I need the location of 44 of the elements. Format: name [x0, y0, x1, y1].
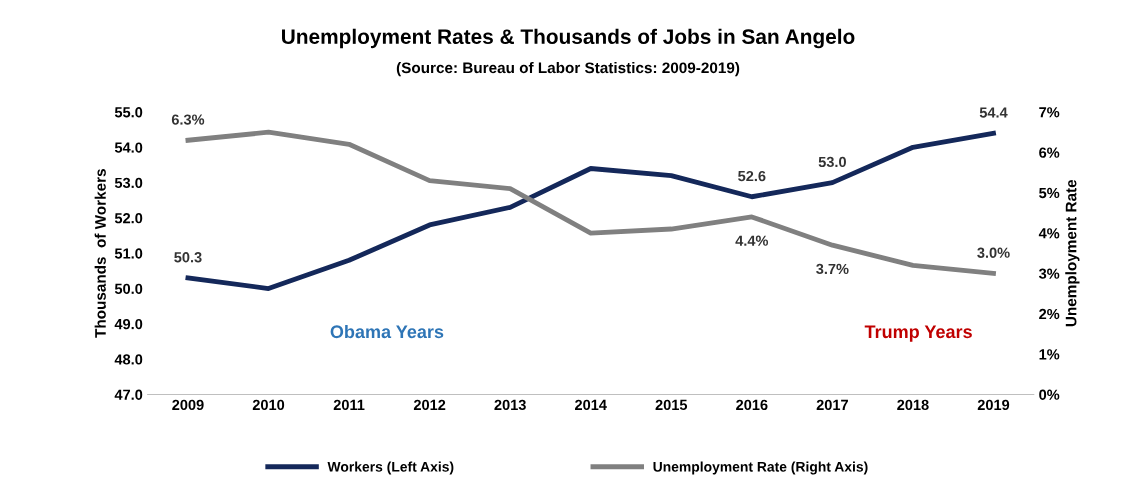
y-axis-title: Thousands of Workers — [94, 169, 106, 338]
data-label: 4.4% — [735, 235, 769, 246]
data-label: 6.3% — [171, 114, 205, 125]
chart-title: Unemployment Rates & Thousands of Jobs in San Angelo — [282, 28, 855, 49]
x-tick-label: 2013 — [494, 399, 526, 411]
y2-tick-label: 1% — [1039, 349, 1060, 360]
y2-tick-label: 7% — [1039, 107, 1060, 118]
x-tick-label: 2010 — [252, 399, 285, 411]
x-tick-label: 2017 — [816, 399, 848, 411]
y2-tick-label: 0% — [1039, 389, 1060, 400]
annotation: Obama Years — [330, 324, 444, 339]
x-tick-label: 2015 — [655, 399, 688, 411]
x-tick-label: 2011 — [333, 399, 365, 411]
y2-tick-label: 6% — [1039, 147, 1060, 158]
y-tick-label: 50.0 — [114, 283, 143, 294]
y-tick-label: 54.0 — [114, 142, 143, 153]
y-tick-label: 52.0 — [114, 213, 143, 224]
y2-tick-label: 4% — [1038, 228, 1060, 239]
y-tick-label: 47.0 — [114, 389, 143, 400]
x-tick-label: 2018 — [897, 399, 929, 411]
x-tick-label: 2016 — [736, 399, 768, 411]
y2-tick-label: 5% — [1039, 187, 1060, 199]
data-label: 53.0 — [818, 156, 846, 168]
data-label: 52.6 — [738, 170, 766, 182]
x-tick-label: 2012 — [413, 399, 446, 411]
y-tick-label: 55.0 — [114, 107, 143, 118]
data-label: 54.4 — [979, 107, 1008, 118]
x-tick-label: 2019 — [977, 399, 1010, 411]
x-tick-label: 2009 — [172, 399, 204, 411]
y-tick-label: 51.0 — [114, 248, 143, 259]
y-tick-label: 53.0 — [114, 177, 143, 189]
data-label: 3.0% — [977, 247, 1010, 258]
legend-label: Unemployment Rate (Right Axis) — [653, 461, 868, 475]
x-tick-label: 2014 — [575, 399, 607, 411]
y-tick-label: 48.0 — [114, 354, 143, 365]
data-label: 50.3 — [174, 252, 202, 263]
chart-subtitle: (Source: Bureau of Labor Statistics: 2009-2019) — [396, 61, 740, 77]
annotation: Trump Years — [864, 325, 972, 342]
legend-label: Workers (Left Axis) — [327, 461, 454, 475]
data-label: 3.7% — [816, 263, 849, 275]
y-tick-label: 49.0 — [114, 318, 143, 330]
y2-tick-label: 2% — [1039, 308, 1060, 320]
y2-axis-title: Unemployment Rate — [1065, 179, 1080, 327]
y2-tick-label: 3% — [1038, 268, 1060, 279]
